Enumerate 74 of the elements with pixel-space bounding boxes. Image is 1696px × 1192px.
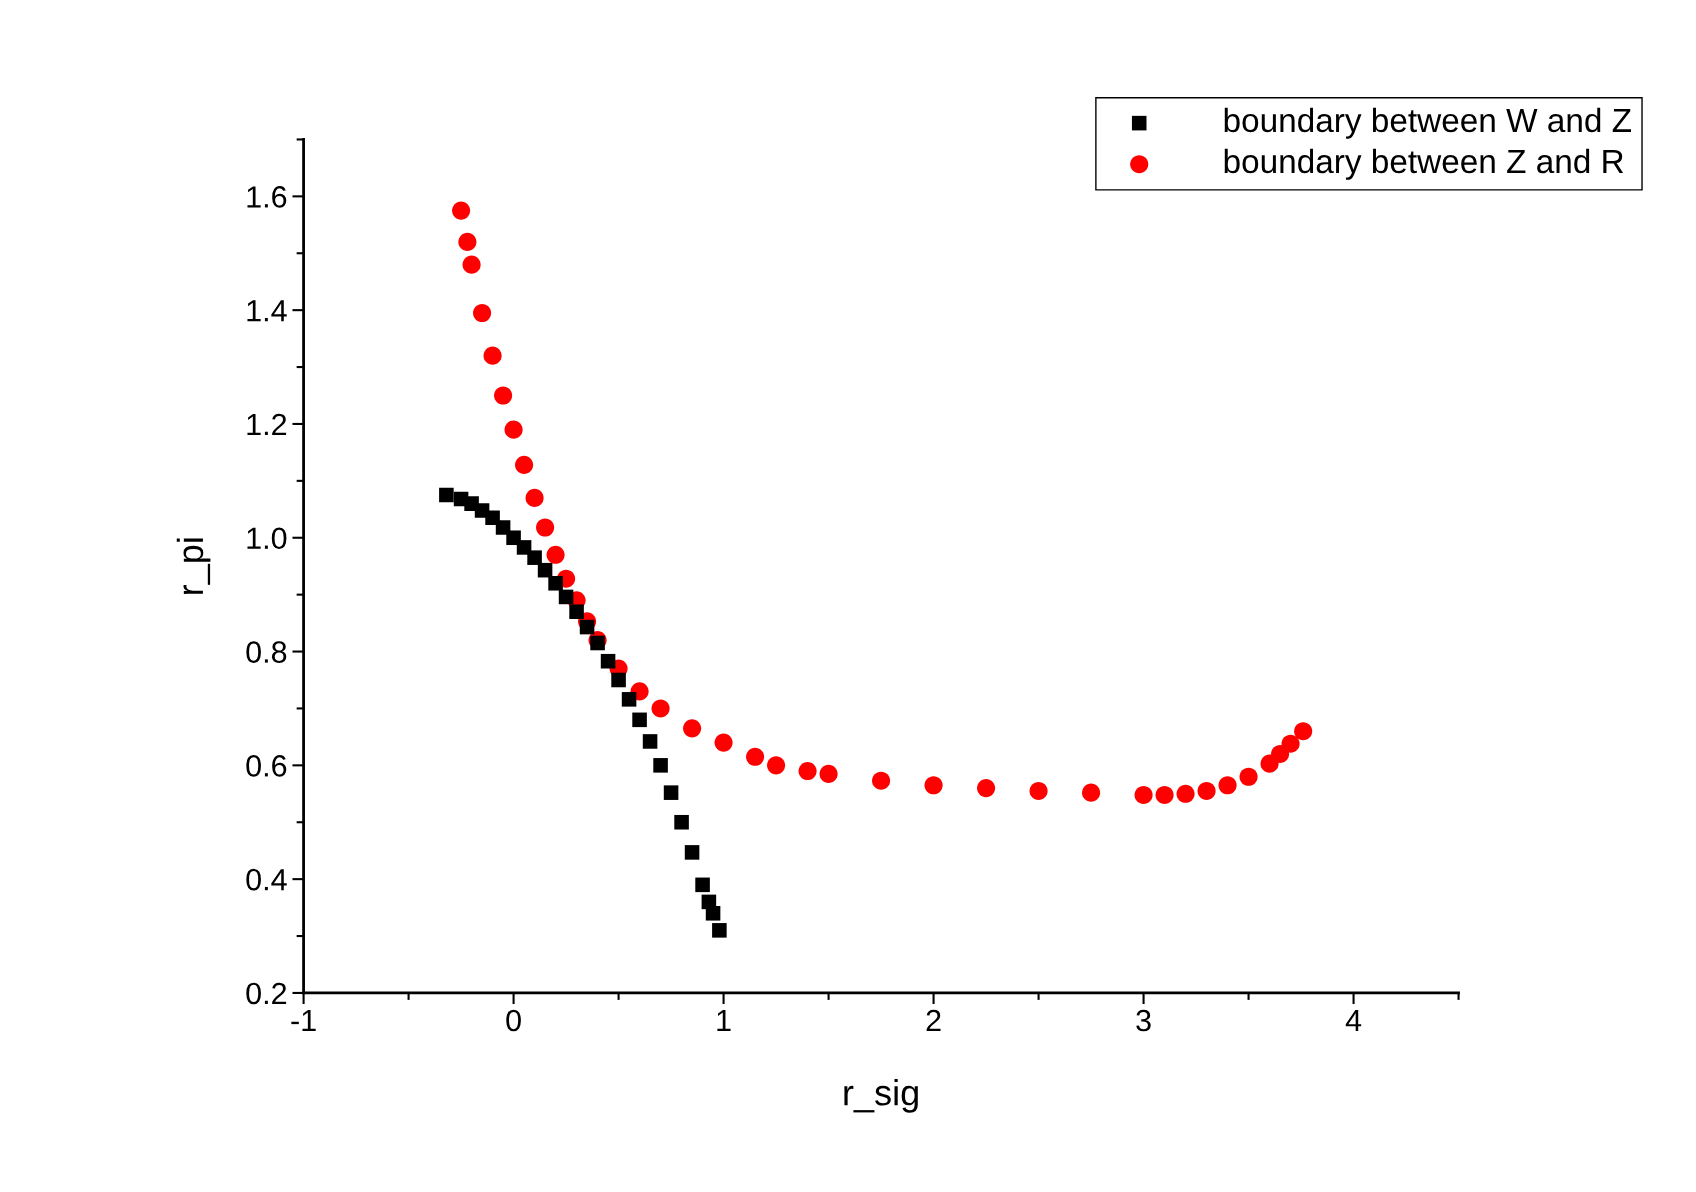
- point: [695, 877, 710, 893]
- point: [600, 653, 616, 669]
- y-tick-label: 0.6: [246, 755, 287, 777]
- point: [1294, 722, 1313, 741]
- point: [527, 550, 542, 565]
- point: [548, 575, 563, 591]
- point: [473, 303, 492, 323]
- x-tick-label: 4: [1345, 1010, 1362, 1032]
- point: [558, 589, 574, 605]
- point: [746, 747, 765, 766]
- point: [1281, 734, 1300, 753]
- x-tick-label: 3: [1136, 1009, 1151, 1032]
- point: [495, 520, 511, 535]
- point: [642, 734, 658, 749]
- point: [705, 906, 721, 921]
- x-tick-label: 0: [506, 1009, 521, 1032]
- x-tick-label: 1: [717, 1010, 731, 1032]
- point: [683, 719, 702, 738]
- point: [684, 845, 700, 860]
- point: [1176, 784, 1195, 803]
- y-tick-label: 1.4: [247, 300, 287, 322]
- y-tick-label: 0.4: [246, 868, 287, 891]
- x-tick-label: 2: [926, 1009, 941, 1032]
- y-tick-label: 1.6: [247, 186, 287, 208]
- point: [1218, 776, 1237, 795]
- point: [767, 756, 786, 775]
- point: [537, 562, 553, 578]
- point: [651, 699, 670, 718]
- x-tick-label: -1: [291, 1010, 316, 1032]
- point: [439, 487, 454, 503]
- point: [611, 672, 626, 688]
- point: [504, 420, 523, 439]
- point: [632, 712, 647, 728]
- point: [714, 733, 733, 752]
- point: [546, 545, 565, 564]
- legend-label: boundary between Z and R: [1224, 148, 1624, 180]
- point: [663, 785, 679, 800]
- point: [525, 488, 544, 507]
- point: [515, 455, 534, 474]
- point: [674, 814, 689, 830]
- point: [579, 619, 595, 635]
- x-axis-title: r_sig: [844, 1079, 918, 1113]
- y-tick-label: 0.8: [246, 641, 287, 663]
- point: [536, 518, 555, 537]
- point: [977, 779, 996, 798]
- legend-label: boundary between W and Z: [1224, 107, 1632, 139]
- point: [569, 604, 584, 619]
- point: [712, 923, 727, 938]
- point: [452, 201, 471, 220]
- point: [872, 771, 891, 790]
- point: [1197, 781, 1216, 800]
- point: [494, 386, 513, 405]
- y-tick-label: 1.0: [247, 527, 287, 550]
- point: [1134, 785, 1153, 804]
- point: [516, 540, 532, 555]
- point: [924, 776, 943, 795]
- point: [590, 635, 605, 651]
- point: [462, 255, 481, 274]
- point: [1155, 785, 1174, 804]
- point: [653, 758, 668, 773]
- point: [483, 346, 502, 365]
- point: [1239, 767, 1258, 786]
- point: [485, 510, 500, 526]
- point: [458, 232, 477, 251]
- point: [1271, 744, 1290, 764]
- point: [621, 692, 637, 707]
- point: [819, 764, 838, 783]
- point: [1029, 781, 1048, 800]
- y-tick-label: 1.2: [247, 413, 287, 436]
- point: [798, 761, 817, 781]
- y-axis-title: r_pi: [176, 538, 211, 594]
- point: [1082, 783, 1101, 802]
- point: [506, 530, 521, 546]
- y-tick-label: 0.2: [246, 982, 287, 1005]
